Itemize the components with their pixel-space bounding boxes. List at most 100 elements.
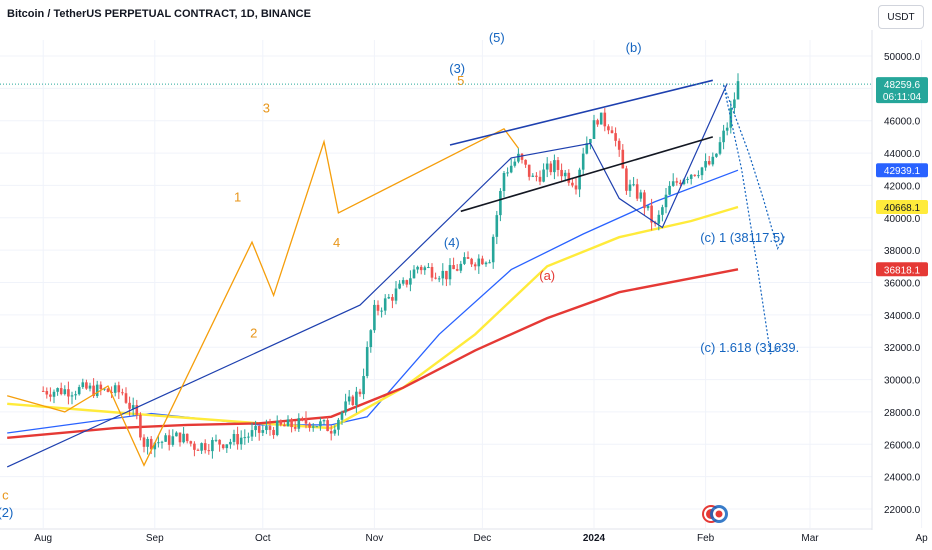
candle-body (265, 426, 268, 431)
candle-body (574, 185, 578, 190)
price-tick-label: 30000.0 (884, 376, 921, 387)
candle-body (290, 419, 293, 428)
candle-body (131, 405, 135, 409)
candle-body (535, 175, 538, 177)
candles (41, 73, 740, 459)
candle-body (301, 418, 304, 420)
candle-body (124, 393, 128, 403)
candle-body (607, 126, 610, 131)
candle-body (121, 392, 124, 394)
elliott-wave-drawings (6, 79, 786, 468)
wave-label: 2 (250, 326, 257, 341)
price-tick-label: 34000.0 (884, 311, 921, 322)
candle-body (376, 304, 380, 311)
candle-body (646, 205, 650, 209)
candle-body (416, 266, 419, 270)
candle-body (369, 330, 373, 348)
candle-body (664, 194, 668, 208)
candle-body (135, 405, 139, 415)
elliott-minor-waves (7, 127, 519, 467)
candle-body (95, 384, 99, 397)
price-tick-label: 38000.0 (884, 246, 921, 257)
wave-label: 3 (263, 101, 270, 116)
candle-body (491, 236, 495, 263)
candle-body (225, 444, 229, 449)
candle-body (603, 112, 607, 127)
candle-body (391, 297, 394, 301)
candle-body (203, 443, 207, 451)
price-tick-label: 32000.0 (884, 343, 921, 354)
candle-body (254, 425, 257, 431)
candle-body (344, 401, 347, 413)
price-tick-label: 40000.0 (884, 214, 921, 225)
candle-body (355, 391, 358, 406)
candle-body (718, 142, 722, 154)
candle-body (63, 389, 67, 395)
time-tick-label: Mar (801, 533, 819, 544)
candle-body (49, 394, 52, 397)
chart-title: Bitcoin / TetherUS PERPETUAL CONTRACT, 1… (7, 8, 311, 20)
candle-body (668, 185, 671, 195)
candle-body (679, 182, 682, 185)
candle-body (171, 436, 175, 445)
candle-body (211, 439, 214, 452)
candle-body (275, 420, 279, 436)
candle-body (236, 434, 239, 445)
candle-body (387, 297, 391, 299)
candle-body (455, 269, 459, 271)
candle-body (560, 169, 563, 177)
candle-body (239, 437, 243, 445)
price-tick-label: 46000.0 (884, 117, 921, 128)
candle-body (283, 424, 286, 427)
candle-body (715, 153, 718, 157)
candle-body (632, 184, 635, 186)
candle-body (268, 426, 272, 430)
candle-body (229, 441, 232, 445)
candle-body (513, 161, 517, 166)
candle-body (661, 207, 664, 215)
candle-body (272, 429, 275, 436)
price-badge-value: 36818.1 (884, 265, 921, 276)
candle-body (437, 278, 441, 280)
time-axis[interactable]: Aug Sep Oct Nov Dec 2024 Feb Mar Ap (0, 528, 928, 544)
candle-body (700, 167, 704, 176)
candle-body (351, 396, 355, 406)
elliott-primary-waves (6, 83, 728, 468)
candle-body (250, 430, 254, 437)
candle-body (527, 164, 531, 177)
price-tick-label: 26000.0 (884, 440, 921, 451)
price-badge (876, 262, 928, 277)
candle-body (322, 420, 326, 422)
wave-label: 5 (457, 73, 464, 88)
candle-body (459, 263, 463, 271)
wave-label: (5) (489, 30, 505, 45)
candle-body (157, 442, 160, 444)
currency-button[interactable]: USDT (878, 5, 924, 29)
price-badge (876, 163, 928, 178)
price-axis[interactable]: 22000.0 24000.0 26000.0 28000.0 30000.0 32000… (871, 30, 921, 530)
candle-body (149, 438, 153, 450)
candle-body (103, 388, 106, 390)
candle-body (347, 396, 351, 402)
candle-body (52, 391, 56, 397)
candle-body (315, 426, 319, 428)
candle-body (153, 442, 157, 450)
candle-body (610, 130, 614, 134)
candle-body (671, 181, 675, 186)
wave-label: (c) 1 (38117.5) (700, 230, 784, 245)
time-tick-label: Dec (474, 533, 492, 544)
time-tick-label: 2024 (583, 533, 606, 544)
candle-body (689, 174, 693, 179)
candle-body (279, 420, 283, 425)
wave-label: (4) (444, 235, 460, 250)
candle-body (733, 99, 736, 109)
candle-body (59, 388, 63, 395)
time-tick-label: Oct (255, 533, 271, 544)
candle-body (380, 310, 383, 312)
candle-body (88, 385, 92, 389)
candle-body (481, 258, 484, 265)
ma-red-line (7, 268, 739, 439)
candle-body (596, 120, 599, 125)
candle-body (625, 168, 628, 191)
